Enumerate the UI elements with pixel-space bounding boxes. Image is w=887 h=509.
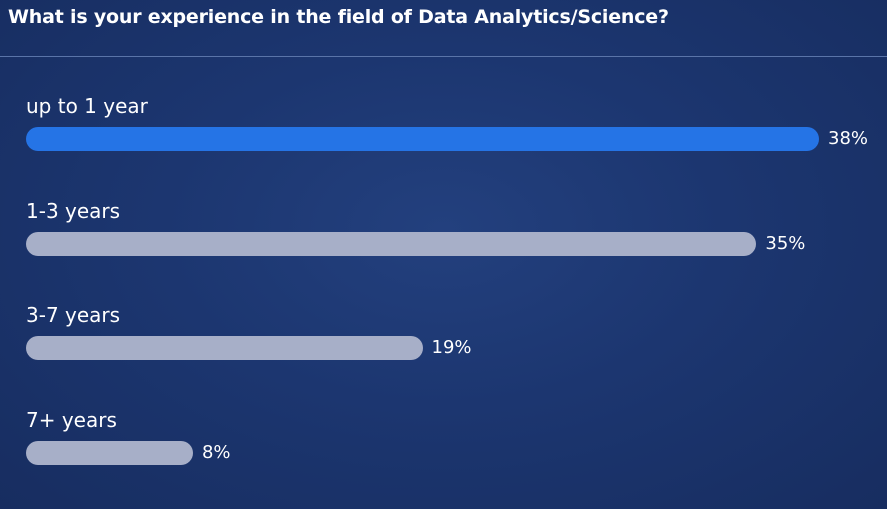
poll-question: What is your experience in the field of … xyxy=(8,6,669,28)
header-divider xyxy=(0,56,887,57)
poll-option-percentage: 35% xyxy=(765,232,806,254)
poll-option-label: 1-3 years xyxy=(26,198,121,223)
poll-option-bar xyxy=(26,127,819,151)
poll-option-percentage: 19% xyxy=(431,337,472,358)
poll-option-percentage: 38% xyxy=(828,128,869,149)
poll-option-label: up to 1 year xyxy=(26,94,148,118)
poll-option-bar xyxy=(26,440,193,465)
poll-option-label: 3-7 years xyxy=(26,303,121,327)
poll-option-percentage: 8% xyxy=(201,441,231,463)
poll-option-bar xyxy=(26,231,757,256)
poll-option-label: 7+ years xyxy=(26,407,117,432)
poll-option-bar xyxy=(26,336,423,360)
